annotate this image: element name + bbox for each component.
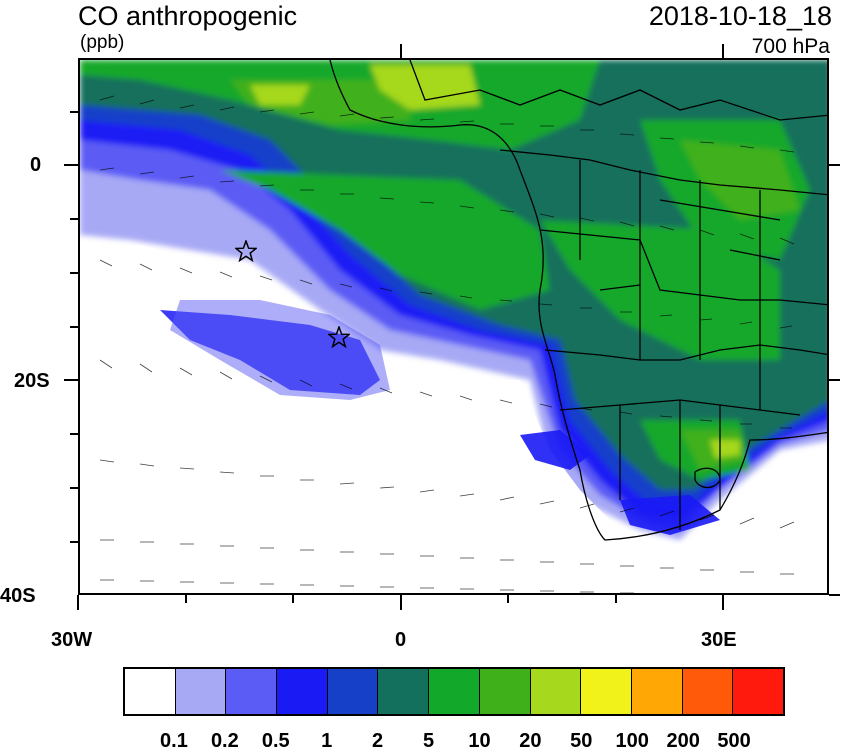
y-tick-label: 40S bbox=[0, 585, 36, 607]
colorbar-swatch bbox=[479, 669, 531, 714]
colorbar bbox=[123, 667, 785, 716]
colorbar-swatch bbox=[378, 669, 430, 714]
x-tick-label: 30E bbox=[701, 629, 737, 651]
map-title: CO anthropogenic bbox=[78, 1, 298, 31]
colorbar-label: 0.2 bbox=[210, 730, 239, 752]
colorbar-swatch bbox=[175, 669, 227, 714]
datetime-label: 2018-10-18_18 bbox=[648, 1, 832, 31]
x-tick-label: 0 bbox=[395, 629, 407, 651]
colorbar-swatch bbox=[733, 669, 783, 714]
star-marker bbox=[233, 238, 259, 267]
colorbar-label: 2 bbox=[372, 730, 384, 752]
country-boundaries bbox=[329, 60, 827, 541]
colorbar-swatch bbox=[125, 669, 176, 714]
colorbar-label: 0.1 bbox=[160, 730, 188, 752]
star-icon bbox=[233, 238, 259, 263]
colorbar-swatch bbox=[277, 669, 328, 714]
colorbar-swatch bbox=[581, 669, 632, 714]
colorbar-label: 200 bbox=[666, 730, 700, 752]
wind-barbs bbox=[99, 95, 795, 593]
colorbar-swatch bbox=[530, 669, 582, 714]
y-tick-label: 0 bbox=[30, 154, 42, 176]
colorbar-swatch bbox=[631, 669, 683, 714]
colorbar-label: 100 bbox=[615, 730, 649, 752]
pressure-level-label: 700 hPa bbox=[751, 35, 830, 58]
colorbar-swatch bbox=[226, 669, 278, 714]
colorbar-label: 50 bbox=[570, 730, 593, 752]
star-icon bbox=[326, 324, 352, 349]
units-label: (ppb) bbox=[80, 32, 125, 53]
colorbar-swatch bbox=[429, 669, 480, 714]
colorbar-label: 10 bbox=[468, 730, 491, 752]
map-panel bbox=[78, 58, 829, 595]
colorbar-swatch bbox=[682, 669, 734, 714]
star-marker bbox=[326, 324, 352, 353]
colorbar-label: 20 bbox=[519, 730, 542, 752]
x-tick-label: 30W bbox=[51, 629, 93, 651]
y-tick-label: 20S bbox=[14, 370, 50, 392]
colorbar-label: 0.5 bbox=[261, 730, 290, 752]
colorbar-label: 500 bbox=[717, 730, 751, 752]
map-canvas bbox=[80, 60, 827, 593]
colorbar-label: 1 bbox=[321, 730, 333, 752]
clean-air-areas bbox=[80, 245, 827, 593]
colorbar-label: 5 bbox=[422, 730, 435, 752]
colorbar-swatch bbox=[327, 669, 379, 714]
